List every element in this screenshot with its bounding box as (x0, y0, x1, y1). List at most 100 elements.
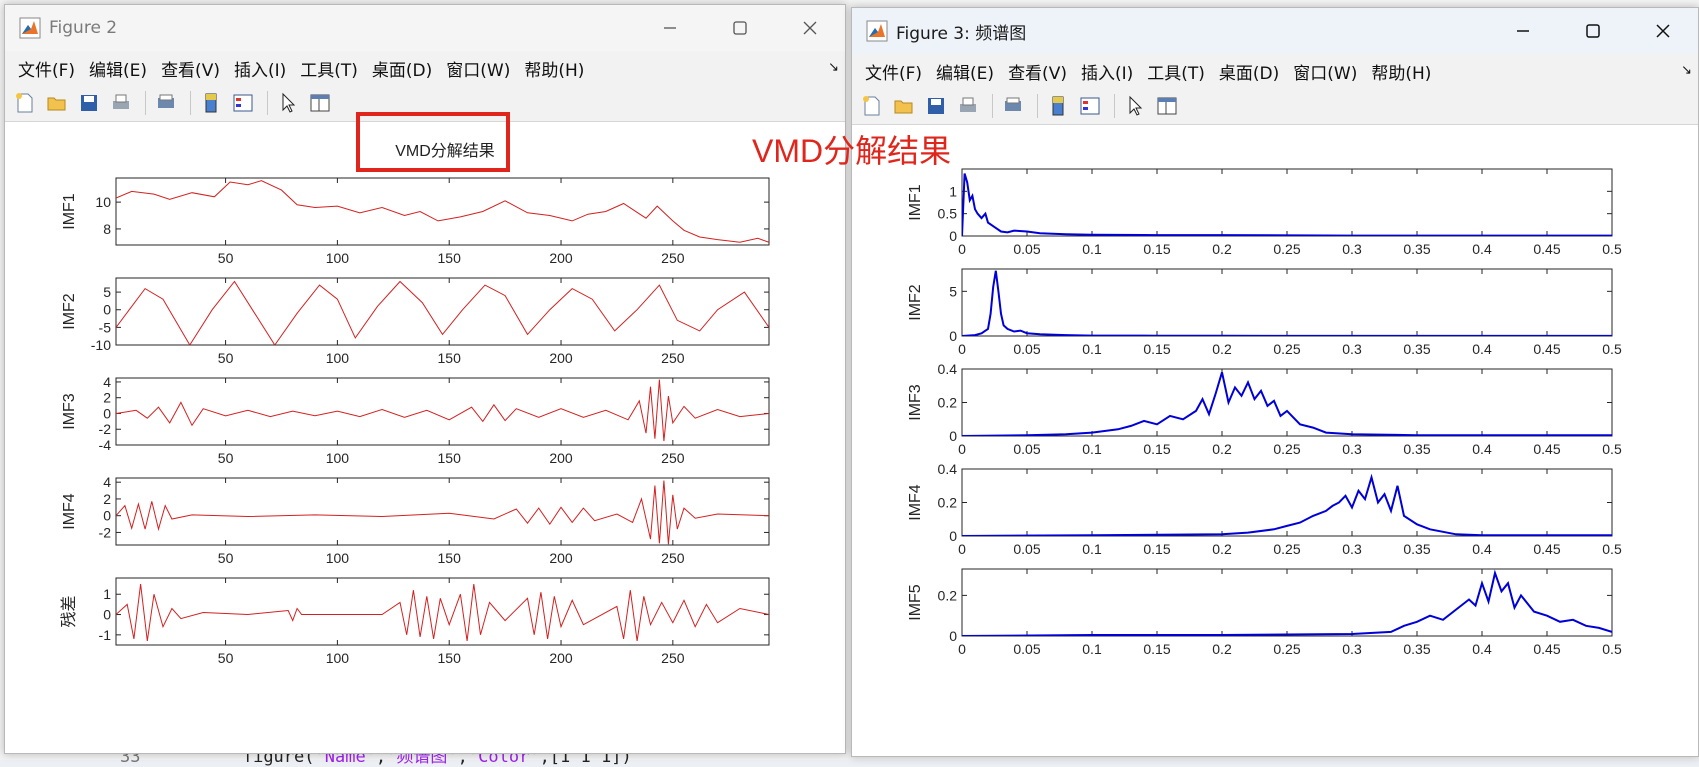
pointer-icon (1129, 95, 1143, 116)
menu-insert[interactable]: 插入(I) (1080, 63, 1134, 84)
menu-desktop[interactable]: 桌面(D) (371, 60, 433, 81)
subplot-9: 0 0.05 0.1 0.15 0.2 0.25 0.3 0.35 0.4 0.45 0.5 0 0.2… (907, 568, 1622, 657)
x-tick-label: 0 (958, 541, 966, 557)
figure3-canvas: 0 0.05 0.1 0.15 0.2 0.25 0.3 0.35 0.4 0.45 0.5 0 0.5… (852, 125, 1698, 755)
menu-edit[interactable]: 编辑(E) (936, 63, 995, 84)
y-axis-label: IMF4 (907, 484, 924, 521)
menu-window[interactable]: 窗口(W) (1293, 63, 1358, 84)
axes-box (115, 177, 770, 246)
colorbar-button[interactable] (1044, 92, 1072, 120)
property-editor-icon (1157, 97, 1177, 115)
pointer-button[interactable] (274, 89, 302, 117)
new-file-button[interactable] (858, 92, 886, 120)
x-tick-label: 100 (326, 250, 350, 266)
close-button[interactable] (775, 5, 845, 51)
print-icon (960, 97, 976, 112)
y-axis-label: IMF3 (907, 384, 924, 421)
print-button[interactable] (954, 92, 982, 120)
property-editor-button[interactable] (1153, 92, 1181, 120)
x-tick-label: 0.5 (1602, 441, 1622, 457)
save-icon (928, 98, 944, 114)
dock-arrow-icon[interactable]: ↘ (828, 60, 839, 75)
x-tick-label: 0.5 (1602, 641, 1622, 657)
x-tick-label: 100 (326, 450, 350, 466)
x-tick-label: 250 (661, 450, 685, 466)
maximize-button[interactable] (1558, 8, 1628, 54)
x-tick-label: 0.15 (1143, 241, 1170, 257)
minimize-button[interactable] (1488, 8, 1558, 54)
y-axis-label: IMF2 (61, 293, 78, 330)
subplot-7: 0 0.05 0.1 0.15 0.2 0.25 0.3 0.35 0.4 0.45 0.5 0 0.2… (907, 361, 1622, 457)
x-tick-label: 0.45 (1533, 241, 1560, 257)
menu-desktop[interactable]: 桌面(D) (1218, 63, 1280, 84)
menu-tools[interactable]: 工具(T) (1147, 63, 1205, 84)
x-tick-label: 200 (549, 350, 573, 366)
legend-button[interactable] (1076, 92, 1104, 120)
save-button[interactable] (922, 92, 950, 120)
x-tick-label: 0.3 (1342, 641, 1362, 657)
legend-icon (1080, 97, 1100, 115)
y-tick-label: 0 (949, 328, 957, 344)
x-tick-label: 0.5 (1602, 241, 1622, 257)
print-preview-icon (1005, 97, 1021, 111)
x-tick-label: 250 (661, 650, 685, 666)
maximize-icon (1586, 24, 1600, 38)
menu-view[interactable]: 查看(V) (1008, 63, 1067, 84)
x-tick-label: 0.4 (1472, 541, 1492, 557)
new-file-icon (863, 96, 880, 116)
colorbar-button[interactable] (197, 89, 225, 117)
save-button[interactable] (75, 89, 103, 117)
figure2-canvas: VMD分解结果 50 100 150 200 250 8 10 IMF1 50 100 150 200… (5, 122, 845, 752)
pointer-button[interactable] (1121, 92, 1149, 120)
y-tick-label: 0 (103, 607, 111, 623)
matlab-logo-icon (19, 17, 41, 39)
menu-view[interactable]: 查看(V) (161, 60, 220, 81)
maximize-button[interactable] (705, 5, 775, 51)
menu-help[interactable]: 帮助(H) (524, 60, 585, 81)
menu-insert[interactable]: 插入(I) (233, 60, 287, 81)
figure2-plot-title: VMD分解结果 (395, 142, 495, 160)
print-icon (113, 94, 129, 109)
y-tick-label: 0 (949, 528, 957, 544)
menu-help[interactable]: 帮助(H) (1371, 63, 1432, 84)
dock-arrow-icon[interactable]: ↘ (1681, 63, 1692, 78)
menu-file[interactable]: 文件(F) (865, 63, 923, 84)
property-editor-button[interactable] (306, 89, 334, 117)
menu-file[interactable]: 文件(F) (18, 60, 76, 81)
x-tick-label: 0.45 (1533, 541, 1560, 557)
figure3-titlebar[interactable]: Figure 3: 频谱图 (852, 8, 1698, 54)
open-folder-button[interactable] (890, 92, 918, 120)
figure2-titlebar[interactable]: Figure 2 (5, 5, 845, 51)
save-icon (81, 95, 97, 111)
menu-window[interactable]: 窗口(W) (446, 60, 511, 81)
y-tick-label: -10 (91, 337, 111, 353)
print-preview-button[interactable] (152, 89, 180, 117)
x-tick-label: 0.05 (1013, 541, 1040, 557)
menu-tools[interactable]: 工具(T) (300, 60, 358, 81)
menu-edit[interactable]: 编辑(E) (89, 60, 148, 81)
legend-button[interactable] (229, 89, 257, 117)
y-tick-label: 0.2 (938, 587, 958, 603)
x-tick-label: 0.5 (1602, 341, 1622, 357)
print-preview-button[interactable] (999, 92, 1027, 120)
new-file-button[interactable] (11, 89, 39, 117)
x-tick-label: 0.3 (1342, 441, 1362, 457)
x-tick-label: 100 (326, 550, 350, 566)
x-tick-label: 0.1 (1082, 341, 1102, 357)
x-tick-label: 0.25 (1273, 241, 1300, 257)
close-button[interactable] (1628, 8, 1698, 54)
minimize-icon (664, 27, 676, 29)
axes-box (961, 568, 1613, 637)
subplot-4: 50 100 150 200 250 -1 0 1 残差 (60, 577, 770, 666)
x-tick-label: 0.45 (1533, 341, 1560, 357)
open-folder-button[interactable] (43, 89, 71, 117)
x-tick-label: 0.45 (1533, 441, 1560, 457)
x-tick-label: 200 (549, 450, 573, 466)
x-tick-label: 0.4 (1472, 441, 1492, 457)
minimize-button[interactable] (635, 5, 705, 51)
y-tick-label: -4 (99, 437, 112, 453)
print-button[interactable] (107, 89, 135, 117)
x-tick-label: 250 (661, 350, 685, 366)
x-tick-label: 0.4 (1472, 341, 1492, 357)
